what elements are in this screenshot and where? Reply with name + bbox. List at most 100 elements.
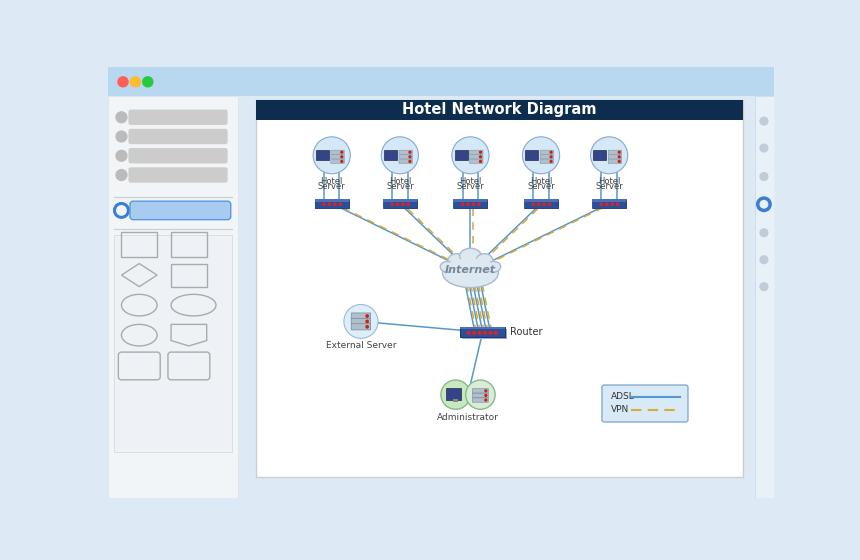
Ellipse shape — [459, 248, 482, 264]
Text: External Server: External Server — [326, 342, 396, 351]
Circle shape — [472, 203, 475, 206]
Text: Hotel: Hotel — [389, 177, 411, 186]
Circle shape — [494, 332, 497, 334]
Circle shape — [334, 203, 336, 206]
FancyBboxPatch shape — [399, 150, 413, 155]
FancyBboxPatch shape — [540, 150, 554, 155]
Ellipse shape — [447, 258, 494, 276]
FancyBboxPatch shape — [316, 150, 329, 160]
FancyBboxPatch shape — [128, 148, 228, 164]
Circle shape — [396, 203, 399, 206]
FancyBboxPatch shape — [399, 160, 413, 164]
FancyBboxPatch shape — [256, 100, 743, 119]
Circle shape — [480, 161, 482, 162]
Circle shape — [409, 161, 411, 162]
FancyBboxPatch shape — [383, 199, 417, 202]
Circle shape — [339, 203, 341, 206]
Circle shape — [483, 332, 487, 334]
Text: Hotel: Hotel — [598, 177, 620, 186]
FancyBboxPatch shape — [608, 150, 622, 155]
Text: Server: Server — [386, 182, 414, 191]
Circle shape — [485, 394, 487, 396]
Circle shape — [522, 137, 560, 174]
Circle shape — [402, 203, 404, 206]
FancyBboxPatch shape — [331, 160, 344, 164]
Circle shape — [591, 137, 628, 174]
Circle shape — [391, 203, 393, 206]
Text: Administrator: Administrator — [437, 413, 499, 422]
FancyBboxPatch shape — [470, 150, 483, 155]
FancyBboxPatch shape — [108, 67, 774, 96]
Circle shape — [313, 137, 350, 174]
Circle shape — [618, 151, 620, 153]
Text: Hotel: Hotel — [530, 177, 552, 186]
Circle shape — [550, 161, 552, 162]
Circle shape — [611, 203, 613, 206]
Circle shape — [462, 203, 464, 206]
Circle shape — [600, 203, 603, 206]
Text: Hotel Network Diagram: Hotel Network Diagram — [402, 102, 597, 117]
Ellipse shape — [465, 380, 495, 409]
Circle shape — [344, 305, 378, 338]
Circle shape — [478, 332, 481, 334]
FancyBboxPatch shape — [608, 155, 622, 159]
FancyBboxPatch shape — [472, 393, 488, 398]
FancyBboxPatch shape — [128, 110, 228, 125]
FancyBboxPatch shape — [592, 199, 626, 202]
Circle shape — [760, 229, 768, 237]
Text: Server: Server — [457, 182, 484, 191]
Circle shape — [341, 156, 343, 158]
Circle shape — [452, 137, 489, 174]
FancyBboxPatch shape — [453, 199, 488, 208]
FancyBboxPatch shape — [399, 155, 413, 159]
Ellipse shape — [440, 262, 454, 272]
FancyBboxPatch shape — [315, 199, 349, 202]
Circle shape — [116, 151, 127, 161]
FancyBboxPatch shape — [524, 199, 558, 202]
FancyBboxPatch shape — [114, 235, 231, 452]
Text: Internet: Internet — [445, 265, 496, 275]
FancyBboxPatch shape — [316, 201, 349, 209]
Circle shape — [760, 256, 768, 264]
Circle shape — [617, 203, 619, 206]
Ellipse shape — [443, 258, 498, 288]
FancyBboxPatch shape — [351, 324, 371, 330]
FancyBboxPatch shape — [470, 160, 483, 164]
FancyBboxPatch shape — [540, 160, 554, 164]
FancyBboxPatch shape — [351, 318, 371, 324]
Circle shape — [473, 332, 476, 334]
Circle shape — [478, 203, 480, 206]
Circle shape — [605, 203, 608, 206]
Circle shape — [116, 170, 127, 180]
FancyBboxPatch shape — [454, 201, 488, 209]
Circle shape — [538, 203, 540, 206]
Circle shape — [549, 203, 550, 206]
Circle shape — [760, 117, 768, 125]
Circle shape — [329, 203, 330, 206]
Circle shape — [467, 203, 470, 206]
Circle shape — [480, 156, 482, 158]
Text: VPN: VPN — [611, 405, 629, 414]
FancyBboxPatch shape — [460, 327, 505, 329]
Text: Server: Server — [527, 182, 555, 191]
FancyBboxPatch shape — [453, 399, 458, 403]
Circle shape — [381, 137, 419, 174]
FancyBboxPatch shape — [128, 167, 228, 183]
FancyBboxPatch shape — [383, 199, 417, 208]
FancyBboxPatch shape — [525, 201, 559, 209]
FancyBboxPatch shape — [593, 201, 627, 209]
FancyBboxPatch shape — [331, 155, 344, 159]
Circle shape — [341, 151, 343, 153]
FancyBboxPatch shape — [472, 398, 488, 402]
Circle shape — [409, 156, 411, 158]
Circle shape — [409, 151, 411, 153]
FancyBboxPatch shape — [525, 150, 538, 160]
FancyBboxPatch shape — [602, 385, 688, 422]
FancyBboxPatch shape — [540, 155, 554, 159]
FancyBboxPatch shape — [455, 150, 468, 160]
Circle shape — [760, 283, 768, 291]
Circle shape — [366, 320, 368, 323]
Circle shape — [543, 203, 545, 206]
FancyBboxPatch shape — [524, 199, 558, 208]
FancyBboxPatch shape — [108, 96, 237, 498]
